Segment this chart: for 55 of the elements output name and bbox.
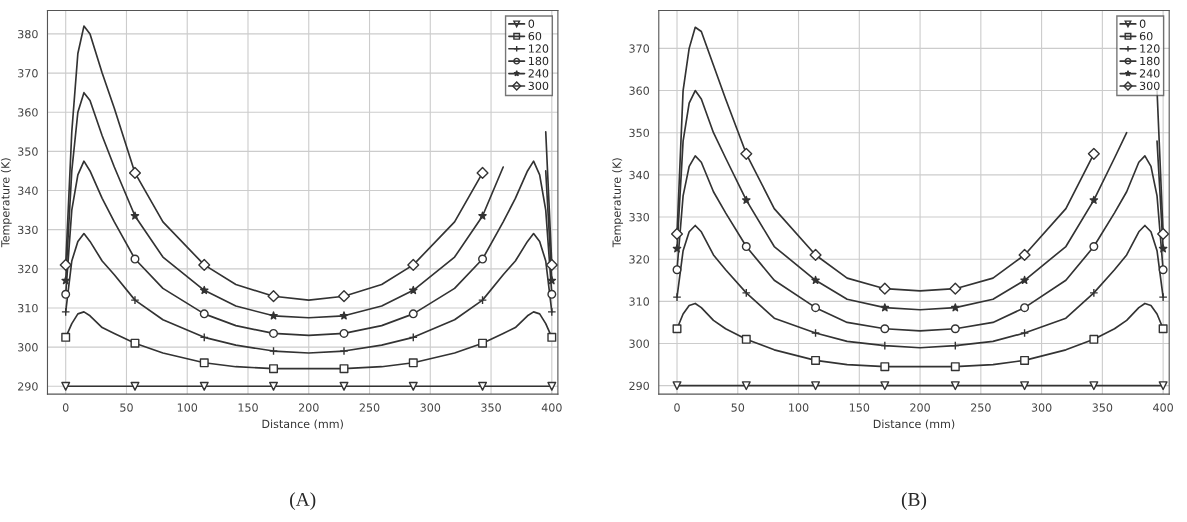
y-tick-label: 340	[629, 170, 650, 180]
y-axis-title: Temperature (K)	[612, 158, 623, 248]
y-tick-label: 370	[629, 44, 650, 53]
x-axis-title: Distance (mm)	[262, 419, 343, 430]
legend-label: 0	[528, 19, 535, 28]
legend-label: 180	[529, 56, 549, 66]
legend-label: 180	[1140, 56, 1160, 66]
x-tick-label: 0	[62, 403, 69, 412]
text: (A)	[290, 492, 316, 510]
x-tick-label: 200	[298, 403, 319, 412]
legend-label: 240	[528, 69, 549, 78]
y-tick-label: 320	[629, 255, 650, 264]
x-tick-label: 150	[238, 403, 258, 412]
y-tick-label: 350	[629, 128, 650, 138]
y-tick-label: 320	[18, 264, 38, 274]
x-tick-label: 300	[1031, 403, 1052, 412]
legend-label: 300	[528, 81, 549, 91]
y-tick-label: 300	[18, 343, 38, 352]
y-tick-label: 340	[18, 186, 38, 195]
y-tick-label: 370	[18, 69, 38, 78]
x-tick-label: 400	[1153, 403, 1173, 412]
x-tick-label: 0	[674, 403, 680, 412]
x-axis-title: Distance (mm)	[873, 419, 955, 430]
x-tick-label: 50	[120, 403, 133, 412]
y-tick-label: 380	[18, 29, 38, 39]
x-tick-label: 100	[177, 403, 198, 412]
x-tick-label: 100	[789, 403, 809, 412]
x-tick-label: 50	[731, 403, 745, 412]
legend-label: 240	[1139, 69, 1160, 78]
x-tick-label: 250	[971, 403, 991, 412]
x-tick-label: 150	[849, 403, 870, 412]
x-tick-label: 300	[420, 403, 441, 412]
legend-label: 300	[1139, 81, 1160, 91]
y-tick-label: 290	[18, 382, 38, 391]
legend-label: 60	[528, 31, 542, 41]
x-tick-label: 250	[359, 403, 380, 412]
y-tick-label: 330	[629, 213, 650, 222]
legend-label: 120	[529, 44, 549, 53]
y-tick-label: 310	[18, 303, 38, 313]
y-tick-label: 300	[629, 339, 650, 348]
y-axis-title: Temperature (K)	[0, 158, 12, 248]
x-tick-label: 350	[1092, 403, 1113, 412]
legend-label: 120	[1140, 44, 1160, 53]
y-tick-label: 330	[18, 225, 38, 235]
x-tick-label: 200	[910, 403, 930, 412]
y-tick-label: 360	[18, 108, 38, 117]
y-tick-label: 360	[629, 86, 650, 95]
x-tick-label: 400	[541, 403, 562, 412]
legend-label: 0	[1139, 19, 1146, 28]
y-tick-label: 350	[18, 147, 38, 156]
y-tick-label: 310	[629, 297, 650, 306]
text: (B)	[901, 492, 927, 510]
y-tick-label: 290	[629, 381, 650, 391]
x-tick-label: 350	[481, 403, 501, 412]
legend-label: 60	[1139, 31, 1153, 41]
